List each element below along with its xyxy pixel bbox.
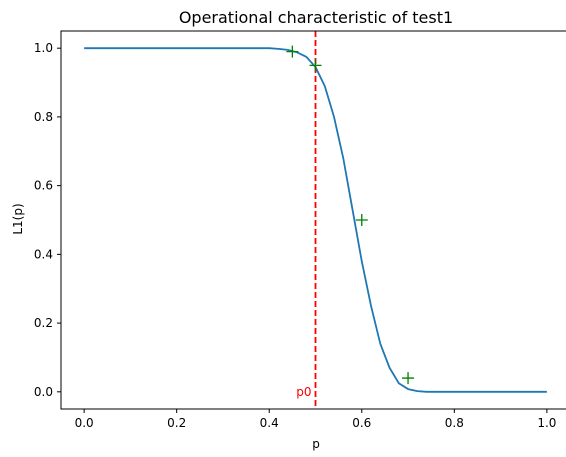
y-tick-label: 0.8 [34, 110, 53, 124]
x-axis-label: p [312, 437, 320, 451]
x-tick-label: 0.2 [167, 416, 186, 430]
x-tick-label: 0.4 [260, 416, 279, 430]
x-tick-label: 0.6 [352, 416, 371, 430]
y-tick-label: 0.4 [34, 247, 53, 261]
plot-area: 0.0 0.2 0.4 0.6 0.8 1.0 0.0 0.2 0.4 0.6 0.8 1.0 p0 [34, 31, 556, 430]
x-tick-label: 1.0 [537, 416, 556, 430]
oc-curve-line [84, 47, 547, 393]
plus-marker [286, 45, 299, 58]
chart-title: Operational characteristic of test1 [179, 8, 453, 27]
y-axis-label: L1(p) [11, 203, 25, 234]
plot-frame [60, 30, 566, 410]
y-tick-label: 0.0 [34, 385, 53, 399]
plus-marker [355, 214, 368, 226]
plus-marker [309, 59, 322, 72]
x-tick-label: 0.0 [75, 416, 94, 430]
y-tick-label: 0.2 [34, 316, 53, 330]
x-tick-label: 0.8 [445, 416, 464, 430]
y-tick-label: 0.6 [34, 179, 53, 193]
plus-marker [402, 372, 415, 385]
y-tick-label: 1.0 [34, 41, 53, 55]
p0-label: p0 [296, 385, 311, 399]
